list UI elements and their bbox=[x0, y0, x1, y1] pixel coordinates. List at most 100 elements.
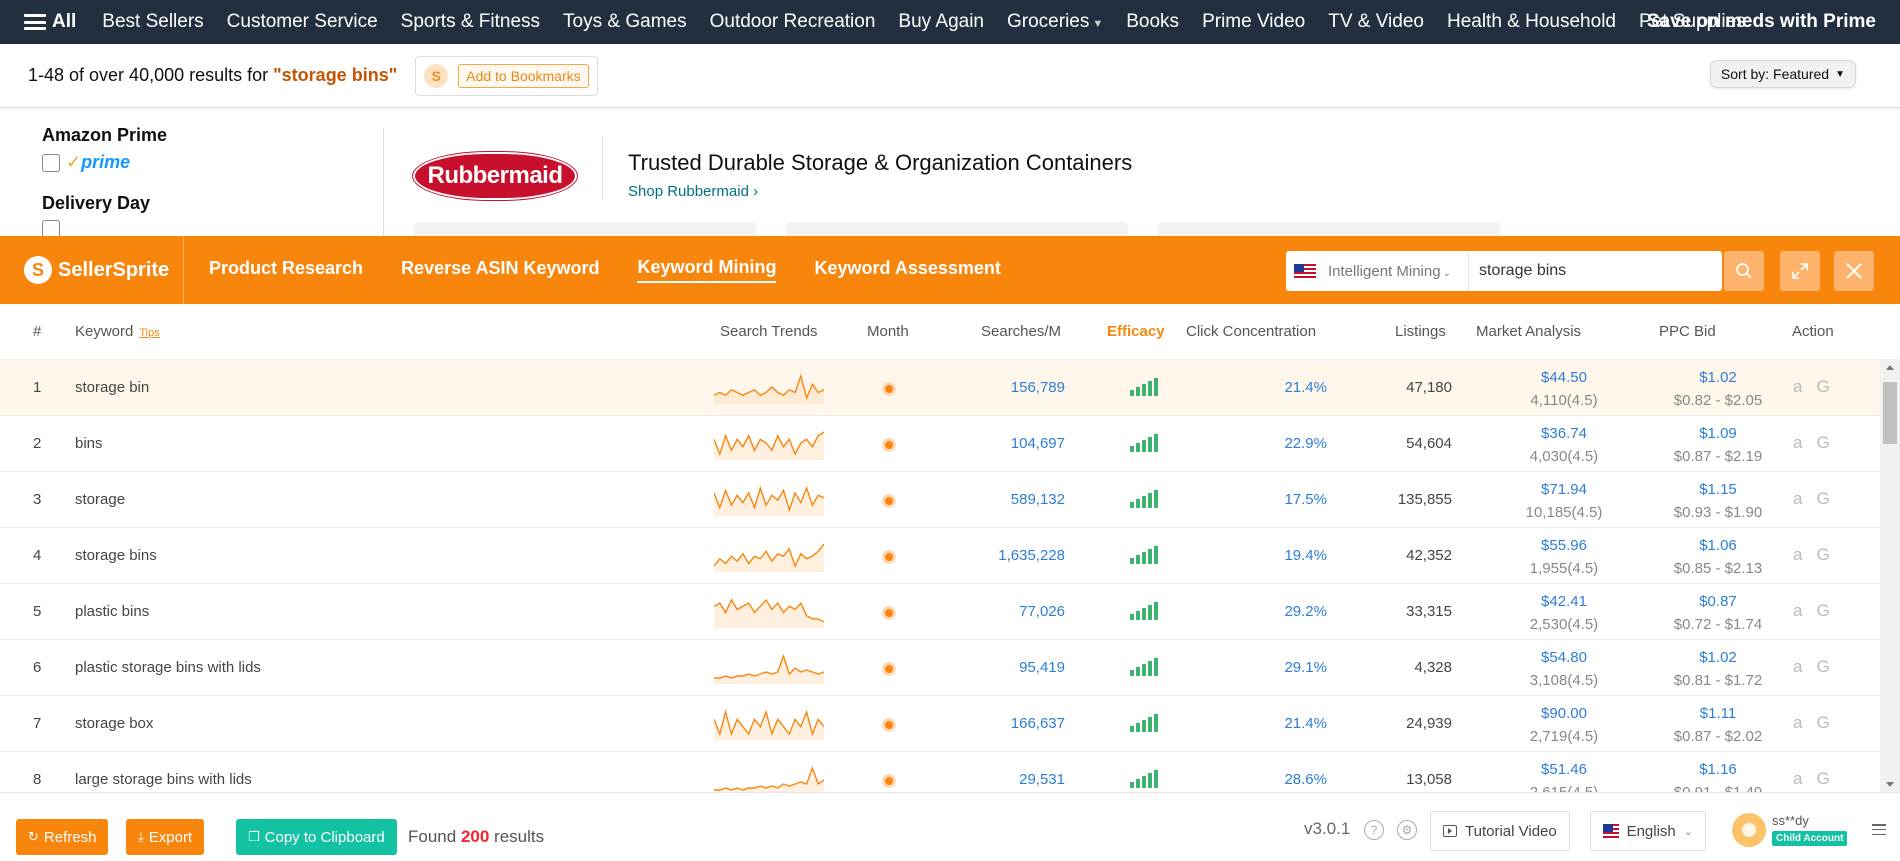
banner-headline[interactable]: Trusted Durable Storage & Organization C… bbox=[628, 150, 1133, 175]
product-tile[interactable] bbox=[786, 222, 1128, 236]
searches-value[interactable]: 95,419 bbox=[1019, 659, 1065, 676]
google-icon[interactable]: G bbox=[1816, 769, 1830, 788]
tutorial-video-button[interactable]: Tutorial Video bbox=[1430, 811, 1570, 851]
nav-sports-fitness[interactable]: Sports & Fitness bbox=[400, 11, 541, 32]
search-trend-sparkline[interactable] bbox=[714, 594, 824, 628]
shop-rubbermaid-link[interactable]: Shop Rubbermaid › bbox=[628, 183, 759, 200]
keyword-cell[interactable]: plastic storage bins with lids bbox=[75, 659, 261, 676]
click-concentration-value[interactable]: 19.4% bbox=[1284, 547, 1327, 564]
market-analysis[interactable]: $44.50 4,110(4.5) bbox=[1480, 366, 1648, 412]
language-select[interactable]: English ⌄ bbox=[1590, 811, 1706, 851]
search-trend-sparkline[interactable] bbox=[714, 370, 824, 404]
us-flag-icon[interactable] bbox=[1294, 263, 1316, 279]
searches-value[interactable]: 104,697 bbox=[1010, 435, 1065, 452]
google-icon[interactable]: G bbox=[1816, 489, 1830, 508]
table-row[interactable]: 8 large storage bins with lids 29,531 28… bbox=[0, 752, 1880, 792]
amazon-icon[interactable]: a bbox=[1793, 657, 1803, 676]
keyword-cell[interactable]: storage box bbox=[75, 715, 154, 732]
search-trend-sparkline[interactable] bbox=[714, 762, 824, 792]
ppc-bid[interactable]: $1.02 $0.82 - $2.05 bbox=[1636, 366, 1800, 412]
search-trend-sparkline[interactable] bbox=[714, 426, 824, 460]
keyword-cell[interactable]: bins bbox=[75, 435, 103, 452]
searches-value[interactable]: 589,132 bbox=[1010, 491, 1065, 508]
searches-value[interactable]: 1,635,228 bbox=[998, 547, 1065, 564]
menu-icon[interactable] bbox=[1872, 824, 1886, 835]
keyword-search-input[interactable]: storage bins bbox=[1479, 262, 1567, 279]
market-analysis[interactable]: $42.41 2,530(4.5) bbox=[1480, 590, 1648, 636]
market-analysis[interactable]: $90.00 2,719(4.5) bbox=[1480, 702, 1648, 748]
search-trend-sparkline[interactable] bbox=[714, 706, 824, 740]
promo-link[interactable]: Save on meds with Prime bbox=[1646, 11, 1876, 32]
table-row[interactable]: 1 storage bin 156,789 21.4% 47,180 $44.5… bbox=[0, 360, 1880, 416]
col-header-searches[interactable]: Searches/M bbox=[981, 323, 1062, 340]
sort-dropdown[interactable]: Sort by: Featured ▼ bbox=[1709, 60, 1856, 88]
table-row[interactable]: 6 plastic storage bins with lids 95,419 … bbox=[0, 640, 1880, 696]
search-button[interactable] bbox=[1724, 251, 1764, 291]
col-header-market-analysis[interactable]: Market Analysis bbox=[1476, 323, 1582, 340]
google-icon[interactable]: G bbox=[1816, 433, 1830, 452]
amazon-icon[interactable]: a bbox=[1793, 377, 1803, 396]
col-header-search-trends[interactable]: Search Trends bbox=[720, 323, 818, 340]
add-to-bookmarks-button[interactable]: Add to Bookmarks bbox=[458, 63, 589, 88]
tab-reverse-asin-keyword[interactable]: Reverse ASIN Keyword bbox=[401, 258, 600, 278]
table-row[interactable]: 5 plastic bins 77,026 29.2% 33,315 $42.4… bbox=[0, 584, 1880, 640]
ppc-bid[interactable]: $1.06 $0.85 - $2.13 bbox=[1636, 534, 1800, 580]
click-concentration-value[interactable]: 29.2% bbox=[1284, 603, 1327, 620]
table-scrollbar[interactable] bbox=[1880, 360, 1900, 792]
keyword-cell[interactable]: plastic bins bbox=[75, 603, 150, 620]
product-tile[interactable] bbox=[1158, 222, 1500, 236]
copy-to-clipboard-button[interactable]: ❐ Copy to Clipboard bbox=[236, 819, 397, 855]
col-header-efficacy[interactable]: Efficacy bbox=[1107, 323, 1165, 340]
refresh-button[interactable]: ↻ Refresh bbox=[16, 819, 109, 855]
nav-tv-video[interactable]: TV & Video bbox=[1328, 11, 1424, 32]
help-icon[interactable]: ? bbox=[1364, 820, 1384, 840]
google-icon[interactable]: G bbox=[1816, 601, 1830, 620]
market-analysis[interactable]: $55.96 1,955(4.5) bbox=[1480, 534, 1648, 580]
col-header-ppc-bid[interactable]: PPC Bid bbox=[1659, 323, 1716, 340]
scroll-down-icon[interactable] bbox=[1886, 782, 1894, 787]
ppc-bid[interactable]: $1.02 $0.81 - $1.72 bbox=[1636, 646, 1800, 692]
nav-customer-service[interactable]: Customer Service bbox=[226, 11, 378, 32]
searches-value[interactable]: 77,026 bbox=[1019, 603, 1065, 620]
click-concentration-value[interactable]: 17.5% bbox=[1284, 491, 1327, 508]
col-header-month[interactable]: Month bbox=[867, 323, 909, 340]
rubbermaid-logo[interactable]: Rubbermaid bbox=[413, 152, 577, 200]
table-row[interactable]: 3 storage 589,132 17.5% 135,855 $71.94 10… bbox=[0, 472, 1880, 528]
tab-keyword-mining[interactable]: Keyword Mining bbox=[637, 257, 777, 283]
settings-gear-icon[interactable]: ⚙ bbox=[1397, 820, 1417, 840]
keyword-cell[interactable]: storage bin bbox=[75, 379, 150, 396]
ppc-bid[interactable]: $1.09 $0.87 - $2.19 bbox=[1636, 422, 1800, 468]
market-analysis[interactable]: $71.94 10,185(4.5) bbox=[1480, 478, 1648, 524]
ppc-bid[interactable]: $0.87 $0.72 - $1.74 bbox=[1636, 590, 1800, 636]
nav-outdoor-recreation[interactable]: Outdoor Recreation bbox=[709, 11, 876, 32]
scroll-up-icon[interactable] bbox=[1886, 365, 1894, 370]
market-analysis[interactable]: $36.74 4,030(4.5) bbox=[1480, 422, 1648, 468]
col-header-listings[interactable]: Listings bbox=[1395, 323, 1446, 340]
click-concentration-value[interactable]: 21.4% bbox=[1284, 715, 1327, 732]
username[interactable]: ss**dy bbox=[1772, 813, 1809, 828]
tab-keyword-assessment[interactable]: Keyword Assessment bbox=[814, 258, 1001, 278]
amazon-icon[interactable]: a bbox=[1793, 545, 1803, 564]
scroll-thumb[interactable] bbox=[1883, 382, 1897, 444]
amazon-icon[interactable]: a bbox=[1793, 713, 1803, 732]
search-trend-sparkline[interactable] bbox=[714, 538, 824, 572]
click-concentration-value[interactable]: 22.9% bbox=[1284, 435, 1327, 452]
click-concentration-value[interactable]: 29.1% bbox=[1284, 659, 1327, 676]
avatar[interactable] bbox=[1732, 813, 1766, 847]
google-icon[interactable]: G bbox=[1816, 657, 1830, 676]
all-menu-button[interactable]: All bbox=[24, 11, 76, 33]
tab-product-research[interactable]: Product Research bbox=[209, 258, 364, 278]
searches-value[interactable]: 166,637 bbox=[1010, 715, 1065, 732]
nav-books[interactable]: Books bbox=[1126, 11, 1180, 32]
nav-best-sellers[interactable]: Best Sellers bbox=[102, 11, 204, 32]
nav-health-household[interactable]: Health & Household bbox=[1446, 11, 1616, 32]
keyword-cell[interactable]: storage bbox=[75, 491, 126, 508]
keyword-cell[interactable]: large storage bins with lids bbox=[75, 771, 252, 788]
click-concentration-value[interactable]: 28.6% bbox=[1284, 771, 1327, 788]
product-tile[interactable] bbox=[414, 222, 756, 236]
ppc-bid[interactable]: $1.16 $0.91 - $1.49 bbox=[1636, 758, 1800, 792]
nav-prime-video[interactable]: Prime Video bbox=[1202, 11, 1306, 32]
search-trend-sparkline[interactable] bbox=[714, 650, 824, 684]
table-row[interactable]: 7 storage box 166,637 21.4% 24,939 $90.0… bbox=[0, 696, 1880, 752]
mining-mode-select[interactable]: Intelligent Mining ⌄ bbox=[1328, 263, 1468, 280]
